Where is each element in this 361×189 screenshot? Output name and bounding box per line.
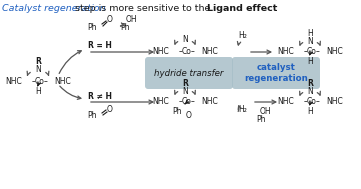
Text: NHC: NHC: [201, 47, 218, 57]
Text: N: N: [307, 87, 313, 95]
Text: Co: Co: [307, 98, 317, 106]
Text: NHC: NHC: [326, 47, 343, 57]
Text: O: O: [107, 105, 113, 114]
Text: R: R: [182, 80, 188, 88]
Text: NHC: NHC: [54, 77, 71, 87]
Text: N: N: [182, 36, 188, 44]
Text: NHC: NHC: [201, 98, 218, 106]
Text: –: –: [304, 47, 308, 57]
Text: Ph: Ph: [87, 22, 97, 32]
Text: R = H: R = H: [88, 42, 112, 50]
Text: NHC: NHC: [277, 47, 294, 57]
Text: –: –: [44, 77, 48, 87]
Text: O: O: [186, 111, 192, 119]
Text: –: –: [32, 77, 36, 87]
Text: NHC: NHC: [326, 98, 343, 106]
Text: O: O: [107, 15, 113, 25]
Text: –: –: [316, 47, 320, 57]
Text: NHC: NHC: [277, 98, 294, 106]
Text: Co: Co: [182, 98, 192, 106]
Text: Ph: Ph: [256, 115, 266, 125]
Text: Co: Co: [182, 47, 192, 57]
Text: –: –: [191, 98, 195, 106]
Text: H: H: [307, 106, 313, 115]
Text: Catalyst regeneration: Catalyst regeneration: [2, 4, 106, 13]
Text: –: –: [179, 98, 183, 106]
Text: N: N: [307, 36, 313, 46]
Text: NHC: NHC: [5, 77, 22, 87]
Text: Ph: Ph: [172, 108, 182, 116]
Text: OH: OH: [125, 15, 137, 25]
Text: N: N: [182, 87, 188, 95]
Text: step is more sensitive to the: step is more sensitive to the: [72, 4, 213, 13]
Text: H: H: [35, 88, 41, 97]
Text: –: –: [316, 98, 320, 106]
Text: H₂: H₂: [239, 105, 247, 114]
Text: NHC: NHC: [152, 98, 169, 106]
Text: Ph: Ph: [87, 112, 97, 121]
Text: N: N: [35, 66, 41, 74]
Text: H: H: [307, 29, 313, 39]
Text: OH: OH: [259, 106, 271, 115]
FancyBboxPatch shape: [232, 57, 320, 89]
Text: –: –: [304, 98, 308, 106]
Text: catalyst
regeneration: catalyst regeneration: [244, 63, 308, 83]
Text: –: –: [179, 47, 183, 57]
Text: NHC: NHC: [152, 47, 169, 57]
Text: H: H: [307, 57, 313, 66]
Text: Co: Co: [35, 77, 45, 87]
FancyBboxPatch shape: [145, 57, 233, 89]
Text: R: R: [35, 57, 41, 67]
Text: R ≠ H: R ≠ H: [88, 91, 112, 101]
Text: hydride transfer: hydride transfer: [154, 68, 224, 77]
Text: –: –: [191, 47, 195, 57]
Text: Ligand effect: Ligand effect: [207, 4, 277, 13]
Text: Co: Co: [307, 47, 317, 57]
Text: Ph: Ph: [120, 22, 130, 32]
Text: H₂: H₂: [239, 32, 247, 40]
Text: R: R: [307, 80, 313, 88]
